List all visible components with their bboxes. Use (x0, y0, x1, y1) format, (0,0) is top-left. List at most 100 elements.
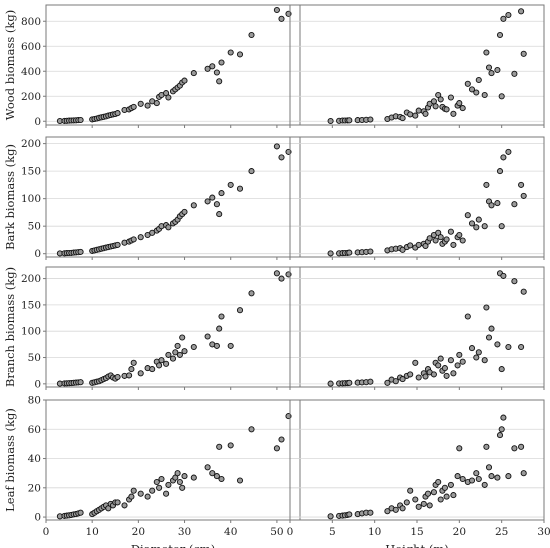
data-point (511, 201, 518, 208)
data-point (121, 502, 128, 509)
data-point (435, 478, 442, 486)
data-point (179, 334, 186, 341)
data-point (181, 473, 188, 480)
data-point (432, 237, 439, 244)
data-point (149, 487, 156, 494)
y-tick-label: 0 (34, 378, 41, 390)
data-point (346, 511, 353, 518)
data-point (441, 365, 448, 372)
data-point (437, 234, 444, 241)
data-point (511, 70, 518, 77)
data-point (278, 15, 285, 22)
data-point (174, 470, 181, 477)
data-point (468, 220, 476, 227)
y-tick-label: 0 (34, 248, 41, 260)
data-point (498, 223, 505, 230)
data-point (500, 414, 507, 421)
data-point (520, 50, 527, 57)
data-point (520, 288, 527, 295)
panel-4-2: 0 5 10 15 20 25 30 Height (m) (287, 399, 550, 548)
data-point (447, 481, 454, 488)
y-axis-label: Leaf biomass (kg) (3, 408, 17, 512)
panel-frame (45, 399, 301, 521)
data-point (459, 358, 466, 365)
data-point (468, 477, 476, 484)
data-point (126, 372, 133, 379)
data-point (464, 313, 471, 320)
data-point (447, 228, 454, 235)
data-point (483, 443, 490, 450)
data-point (494, 66, 501, 74)
data-point (485, 334, 493, 341)
data-point (165, 481, 172, 488)
data-point (392, 378, 399, 385)
data-point (483, 304, 490, 311)
data-point (505, 11, 512, 19)
data-point (181, 208, 188, 215)
data-point (327, 380, 334, 387)
data-point (209, 470, 216, 477)
panel-3-1: 0 50 100 150 200 Branch biomass (kg) (3, 266, 301, 390)
data-point (459, 475, 466, 483)
data-point (494, 341, 501, 348)
data-point (500, 272, 507, 279)
y-tick-label: 200 (21, 138, 41, 150)
data-point (412, 496, 419, 503)
data-point (114, 241, 121, 248)
data-point (128, 493, 135, 500)
data-point (399, 376, 406, 383)
data-point (518, 181, 525, 188)
data-point (248, 168, 255, 175)
data-point (158, 357, 165, 364)
data-point (130, 236, 137, 243)
data-point (153, 100, 160, 107)
panel-4-1: 0 20 40 60 80 Leaf biomass (kg) 0 10 20 30 40 50 Dia… (3, 395, 301, 548)
data-point (430, 371, 437, 378)
data-point (204, 333, 211, 340)
data-point (165, 351, 172, 358)
data-point (488, 70, 495, 77)
data-point (137, 234, 144, 241)
data-point (518, 343, 525, 351)
data-point (468, 345, 476, 352)
panel-frame (45, 266, 301, 388)
x-tick-label: 40 (224, 526, 237, 538)
data-point (236, 185, 244, 192)
data-point (176, 478, 183, 486)
panel-frame (45, 136, 301, 258)
data-point (278, 275, 285, 282)
x-tick-label: 0 (43, 526, 50, 538)
data-point (137, 100, 144, 107)
y-tick-label: 200 (21, 273, 41, 285)
data-point (412, 359, 419, 366)
data-point (190, 343, 197, 351)
data-point (481, 223, 488, 230)
data-point (443, 236, 450, 243)
data-point (128, 366, 135, 373)
data-point (424, 490, 432, 497)
data-point (500, 154, 507, 161)
data-point (346, 379, 353, 386)
x-axis-label: Diameter (cm) (131, 542, 215, 548)
data-point (426, 502, 433, 509)
data-point (415, 107, 422, 114)
data-point (473, 224, 480, 231)
data-point (407, 242, 414, 249)
data-point (473, 354, 480, 361)
data-point (473, 470, 480, 477)
data-point (485, 464, 493, 471)
data-point (77, 509, 84, 516)
x-tick-label: 10 (368, 526, 381, 538)
data-point (236, 51, 244, 58)
data-point (204, 198, 211, 205)
data-point (227, 442, 234, 449)
data-point (163, 360, 170, 367)
data-point (278, 154, 285, 161)
y-tick-label: 20 (28, 482, 41, 494)
data-point (426, 235, 433, 242)
panel-frame (289, 266, 545, 388)
x-tick-label: 0 (287, 526, 294, 538)
data-point (204, 65, 211, 72)
data-point (399, 246, 406, 253)
